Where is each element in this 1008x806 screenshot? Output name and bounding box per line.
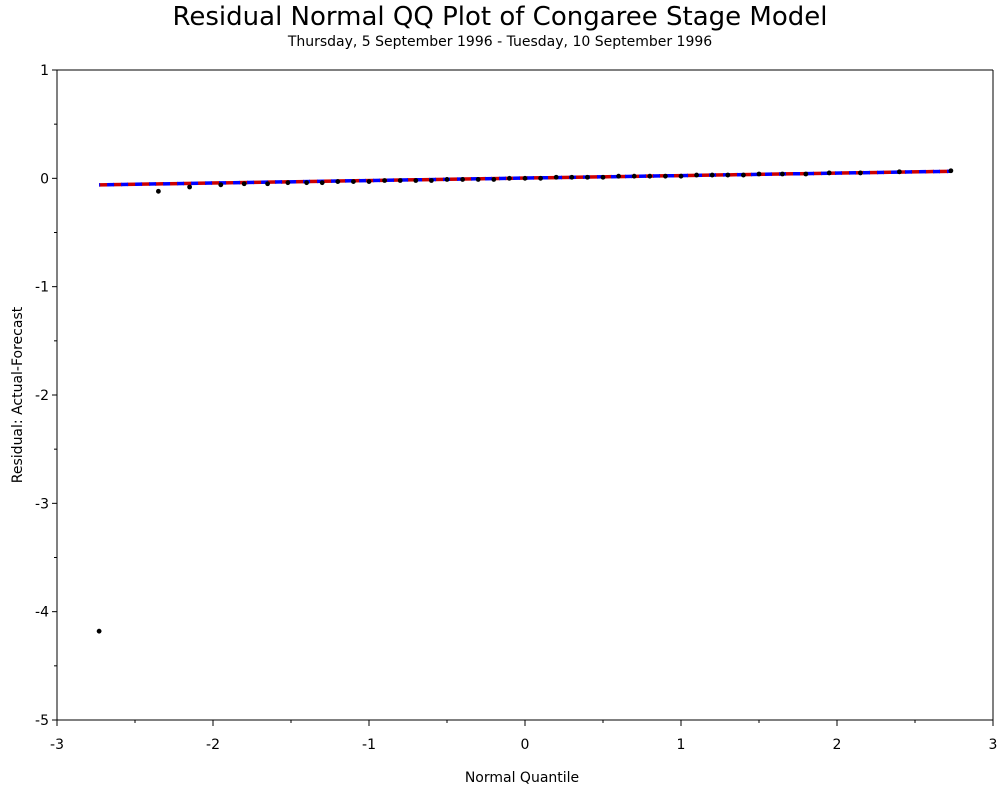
data-point — [382, 178, 387, 183]
x-tick-label: 0 — [521, 737, 530, 753]
data-point — [780, 171, 785, 177]
data-point — [366, 179, 372, 184]
data-point — [507, 175, 512, 181]
data-point — [756, 171, 762, 177]
y-tick-label: -5 — [35, 713, 49, 729]
series-layer — [96, 168, 954, 634]
data-point — [285, 180, 291, 186]
data-point — [678, 173, 684, 179]
y-axis-label: Residual: Actual-Forecast — [10, 306, 26, 483]
data-point — [826, 170, 832, 176]
data-point — [600, 174, 606, 180]
x-tick-label: -1 — [362, 737, 376, 753]
data-point — [725, 172, 731, 178]
data-point — [616, 173, 621, 179]
data-point — [631, 173, 637, 179]
y-tick-label: 1 — [40, 63, 49, 79]
data-point — [304, 180, 309, 186]
data-point — [475, 177, 481, 182]
data-point — [585, 174, 590, 180]
data-point — [694, 172, 699, 178]
data-point — [96, 628, 102, 634]
data-point — [351, 179, 356, 184]
data-point — [444, 177, 450, 182]
data-point — [538, 175, 543, 181]
data-point — [335, 179, 341, 184]
data-point — [897, 169, 902, 175]
y-tick-label: -3 — [35, 496, 49, 512]
data-point — [709, 172, 715, 178]
data-point — [647, 173, 653, 179]
x-tick-label: -3 — [50, 737, 64, 753]
data-point — [319, 180, 325, 186]
x-tick-label: -2 — [206, 737, 220, 753]
data-point — [553, 174, 559, 180]
data-point — [741, 172, 746, 178]
data-point — [522, 175, 528, 181]
data-point — [858, 170, 863, 176]
data-point — [413, 178, 419, 183]
chart-subtitle: Thursday, 5 September 1996 - Tuesday, 10… — [287, 34, 713, 50]
y-tick-label: -1 — [35, 280, 49, 296]
y-axis-ticks: -5 -4 -3 -2 -1 0 1 — [35, 63, 57, 729]
data-point — [265, 181, 270, 187]
data-point — [663, 173, 668, 179]
x-tick-label: 1 — [677, 737, 686, 753]
reference-line — [99, 169, 951, 187]
data-point — [218, 182, 224, 188]
chart-title: Residual Normal QQ Plot of Congaree Stag… — [172, 2, 828, 32]
data-point — [156, 188, 161, 194]
y-tick-label: -2 — [35, 388, 49, 404]
data-point — [187, 184, 193, 190]
data-point — [569, 174, 575, 180]
data-point — [429, 178, 434, 183]
x-tick-label: 2 — [833, 737, 842, 753]
y-tick-label: -4 — [35, 605, 49, 621]
x-axis-label: Normal Quantile — [465, 770, 579, 786]
y-tick-label: 0 — [40, 171, 49, 187]
data-point — [948, 168, 954, 174]
data-point — [241, 181, 247, 187]
data-point — [397, 178, 403, 183]
data-point — [803, 171, 809, 177]
x-axis-ticks: -3 -2 -1 0 1 2 3 — [50, 720, 997, 753]
data-point — [460, 177, 465, 182]
x-tick-label: 3 — [989, 737, 998, 753]
data-point — [491, 177, 497, 182]
